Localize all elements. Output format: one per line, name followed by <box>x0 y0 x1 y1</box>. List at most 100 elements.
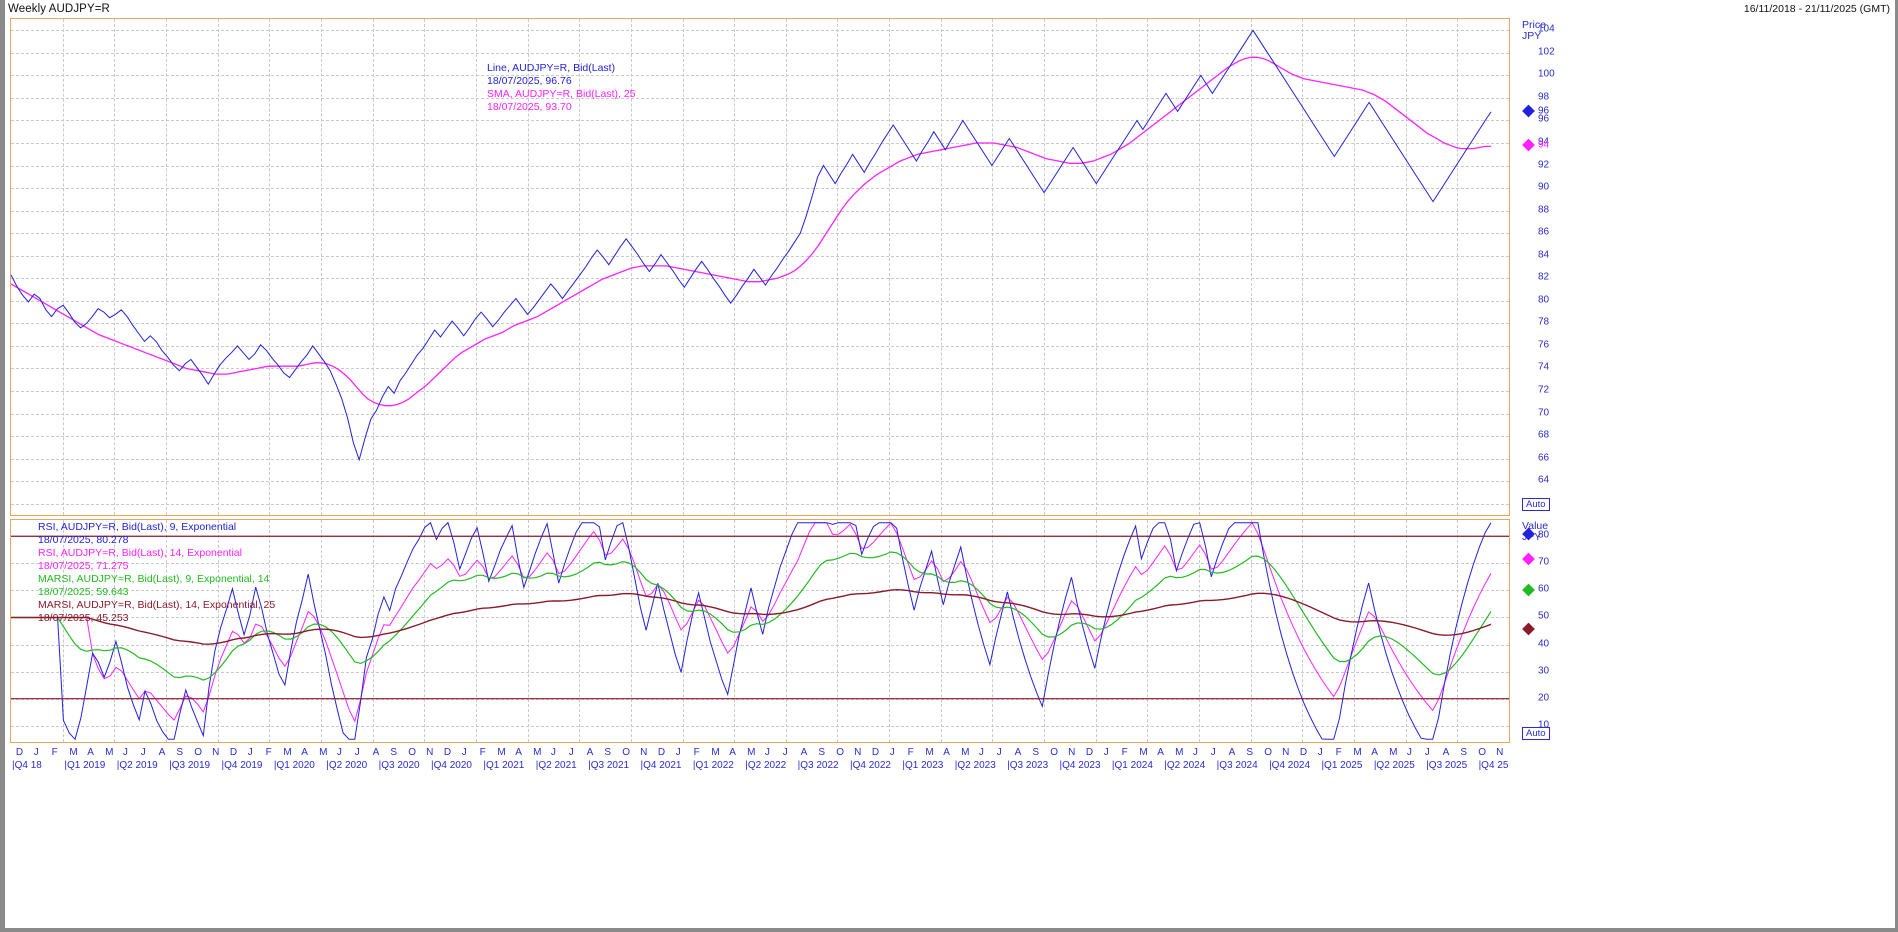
sma-marker-label: 94 <box>1538 139 1550 151</box>
x-axis-month-label: J <box>336 747 342 758</box>
x-axis-quarter-label: |Q1 2022 <box>692 760 734 771</box>
x-axis-month-label: F <box>1335 747 1342 758</box>
price-axis-title-1: Price <box>1522 19 1546 31</box>
x-axis-month-label: M <box>925 747 934 758</box>
price-axis-tick: 84 <box>1538 249 1550 261</box>
grid-line-vertical <box>1095 520 1097 742</box>
sma-line <box>10 56 1491 407</box>
grid-line-vertical <box>1250 19 1252 515</box>
rsi-axis-tick: 10 <box>1538 719 1550 731</box>
x-axis-month-label: J <box>1424 747 1430 758</box>
x-axis-month-label: F <box>479 747 486 758</box>
grid-line-horizontal <box>11 75 1509 77</box>
grid-line-vertical <box>734 19 736 515</box>
x-axis-month-label: J <box>550 747 556 758</box>
grid-line-horizontal <box>11 300 1509 302</box>
x-axis-month-label: N <box>1496 747 1504 758</box>
x-axis-month-label: O <box>622 747 631 758</box>
x-axis-month-label: A <box>586 747 594 758</box>
rsi-legend-line-0: RSI, AUDJPY=R, Bid(Last), 9, Exponential <box>38 521 237 533</box>
grid-line-horizontal <box>11 413 1509 415</box>
grid-line-vertical <box>424 19 426 515</box>
x-axis-month-label: A <box>1228 747 1236 758</box>
grid-line-vertical <box>630 520 632 742</box>
price-axis-tick: 68 <box>1538 429 1550 441</box>
grid-line-horizontal <box>11 617 1509 619</box>
grid-line-vertical <box>889 19 891 515</box>
rsi-legend-line-6: MARSI, AUDJPY=R, Bid(Last), 14, Exponent… <box>38 599 276 611</box>
price-legend-line-2: SMA, AUDJPY=R, Bid(Last), 25 <box>487 88 636 100</box>
x-axis-month-label: A <box>515 747 522 758</box>
grid-line-vertical <box>785 520 787 742</box>
price-auto-scale-button[interactable]: Auto <box>1522 498 1550 511</box>
x-axis-month-label: A <box>87 747 94 758</box>
rsi-legend-line-2: RSI, AUDJPY=R, Bid(Last), 14, Exponentia… <box>38 547 242 559</box>
x-axis-month-label: A <box>1014 747 1022 758</box>
chart-title: Weekly AUDJPY=R <box>8 3 110 15</box>
rsi-axis-tick: 40 <box>1538 638 1550 650</box>
price-axis-title-2: JPY <box>1522 30 1542 42</box>
price-axis[interactable]: Price JPY 104 102 100 98 96 94 92 90 88 86 84 82 80 7… <box>1512 18 1596 516</box>
marsi14-marker <box>1522 622 1535 636</box>
rsi-legend-line-7: 18/07/2025, 45.253 <box>38 612 129 624</box>
rsi-auto-scale-button[interactable]: Auto <box>1522 727 1550 740</box>
x-axis-month-label: O <box>1050 747 1059 758</box>
date-range-label: 16/11/2018 - 21/11/2025 (GMT) <box>1743 3 1890 15</box>
x-axis-month-label: A <box>1442 747 1450 758</box>
x-axis-month-label: M <box>747 747 756 758</box>
grid-line-horizontal <box>11 165 1509 167</box>
x-axis-month-label: D <box>657 747 666 758</box>
x-axis-month-label: F <box>265 747 272 758</box>
grid-line-horizontal <box>11 503 1509 505</box>
rsi14-marker <box>1522 552 1535 566</box>
x-axis-month-label: A <box>729 747 736 758</box>
price-axis-tick: 88 <box>1538 204 1550 216</box>
x-axis-month-label: F <box>1121 747 1128 758</box>
price-plot-area[interactable] <box>10 18 1510 516</box>
x-axis-month-label: J <box>1192 747 1198 758</box>
x-axis-month-label: O <box>1478 747 1487 758</box>
x-axis-month-label: M <box>105 747 114 758</box>
price-axis-tick: 72 <box>1538 384 1550 396</box>
x-axis-month-label: D <box>443 747 452 758</box>
x-axis-month-label: F <box>907 747 914 758</box>
grid-line-vertical <box>1457 520 1459 742</box>
marsi-9-line <box>11 551 1492 681</box>
grid-line-vertical <box>1354 19 1356 515</box>
x-axis-month-label: J <box>247 747 253 758</box>
x-axis-month-label: O <box>194 747 203 758</box>
x-axis-quarter-label: |Q2 2025 <box>1373 760 1415 771</box>
x-axis-month-label: J <box>996 747 1002 758</box>
x-axis-month-label: O <box>1264 747 1273 758</box>
x-axis-month-label: J <box>33 747 39 758</box>
marsi9-marker <box>1522 583 1535 597</box>
grid-line-vertical <box>114 520 116 742</box>
x-axis-quarter-label: |Q4 2023 <box>1059 760 1101 771</box>
x-axis-month-label: D <box>229 747 238 758</box>
x-axis-month-label: N <box>212 747 220 758</box>
grid-line-vertical <box>1302 520 1304 742</box>
grid-line-vertical <box>217 19 219 515</box>
x-axis-month-label: J <box>675 747 681 758</box>
grid-line-vertical <box>940 19 942 515</box>
rsi-plot-area[interactable] <box>10 519 1510 743</box>
grid-line-vertical <box>630 19 632 515</box>
x-axis-quarter-label: |Q4 2024 <box>1269 760 1311 771</box>
grid-line-vertical <box>62 19 64 515</box>
grid-line-vertical <box>992 520 994 742</box>
grid-line-vertical <box>114 19 116 515</box>
grid-line-vertical <box>269 19 271 515</box>
x-axis-month-label: N <box>640 747 648 758</box>
price-legend: Line, AUDJPY=R, Bid(Last) 18/07/2025, 96.… <box>487 62 636 114</box>
x-axis-month-label: A <box>1371 747 1378 758</box>
x-axis-month-label: S <box>1460 747 1468 758</box>
rsi-axis-tick: 20 <box>1538 692 1550 704</box>
grid-line-horizontal <box>11 233 1509 235</box>
x-axis-month-label: D <box>871 747 880 758</box>
marsi-14-line <box>11 588 1492 645</box>
grid-line-vertical <box>940 520 942 742</box>
grid-line-vertical <box>1457 19 1459 515</box>
x-axis-month-label: J <box>782 747 788 758</box>
